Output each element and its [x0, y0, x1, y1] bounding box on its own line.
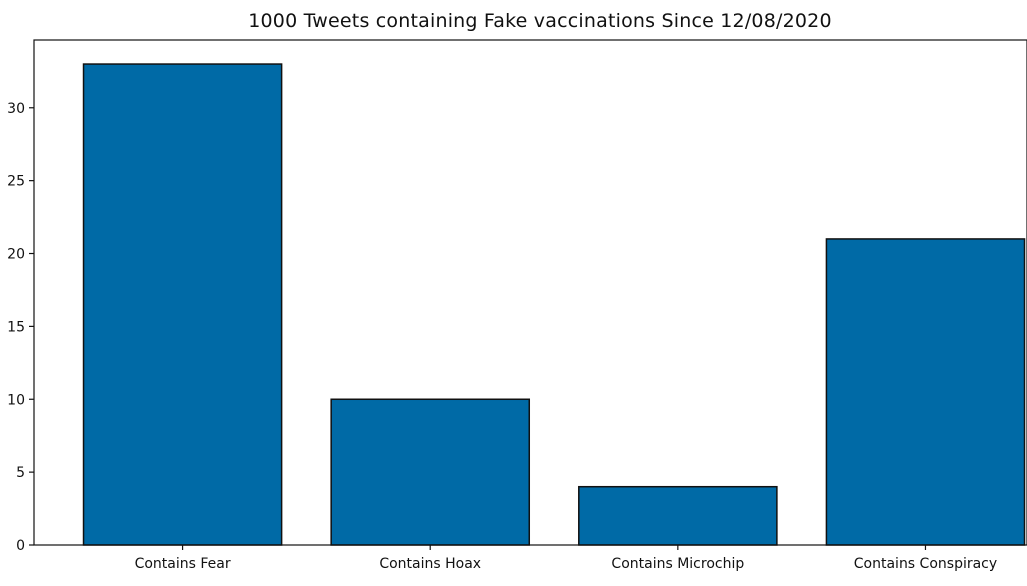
x-tick-label: Contains Hoax [379, 556, 481, 572]
chart-title: 1000 Tweets containing Fake vaccinations… [248, 10, 832, 32]
y-tick-label: 15 [7, 319, 25, 335]
x-tick-label: Contains Microchip [611, 556, 744, 572]
bar-contains-hoax [330, 398, 531, 546]
y-tick-label: 25 [7, 174, 25, 190]
plot-frame [33, 39, 1027, 546]
y-tick-label: 0 [16, 538, 25, 554]
bars-group [82, 63, 1026, 546]
y-tick-label: 10 [7, 392, 25, 408]
x-tick-label: Contains Fear [135, 556, 231, 572]
axes-group: 0 5 10 15 20 25 30 Contains Fear Contains Hoax Co… [7, 39, 1027, 572]
bar-contains-conspiracy [825, 238, 1026, 546]
x-tick-label: Contains Conspiracy [854, 556, 997, 572]
y-tick-label: 20 [7, 247, 25, 263]
bar-contains-microchip [578, 485, 778, 546]
bar-contains-fear [82, 63, 283, 546]
y-tick-label: 30 [7, 101, 25, 117]
y-tick-label: 5 [16, 465, 25, 481]
